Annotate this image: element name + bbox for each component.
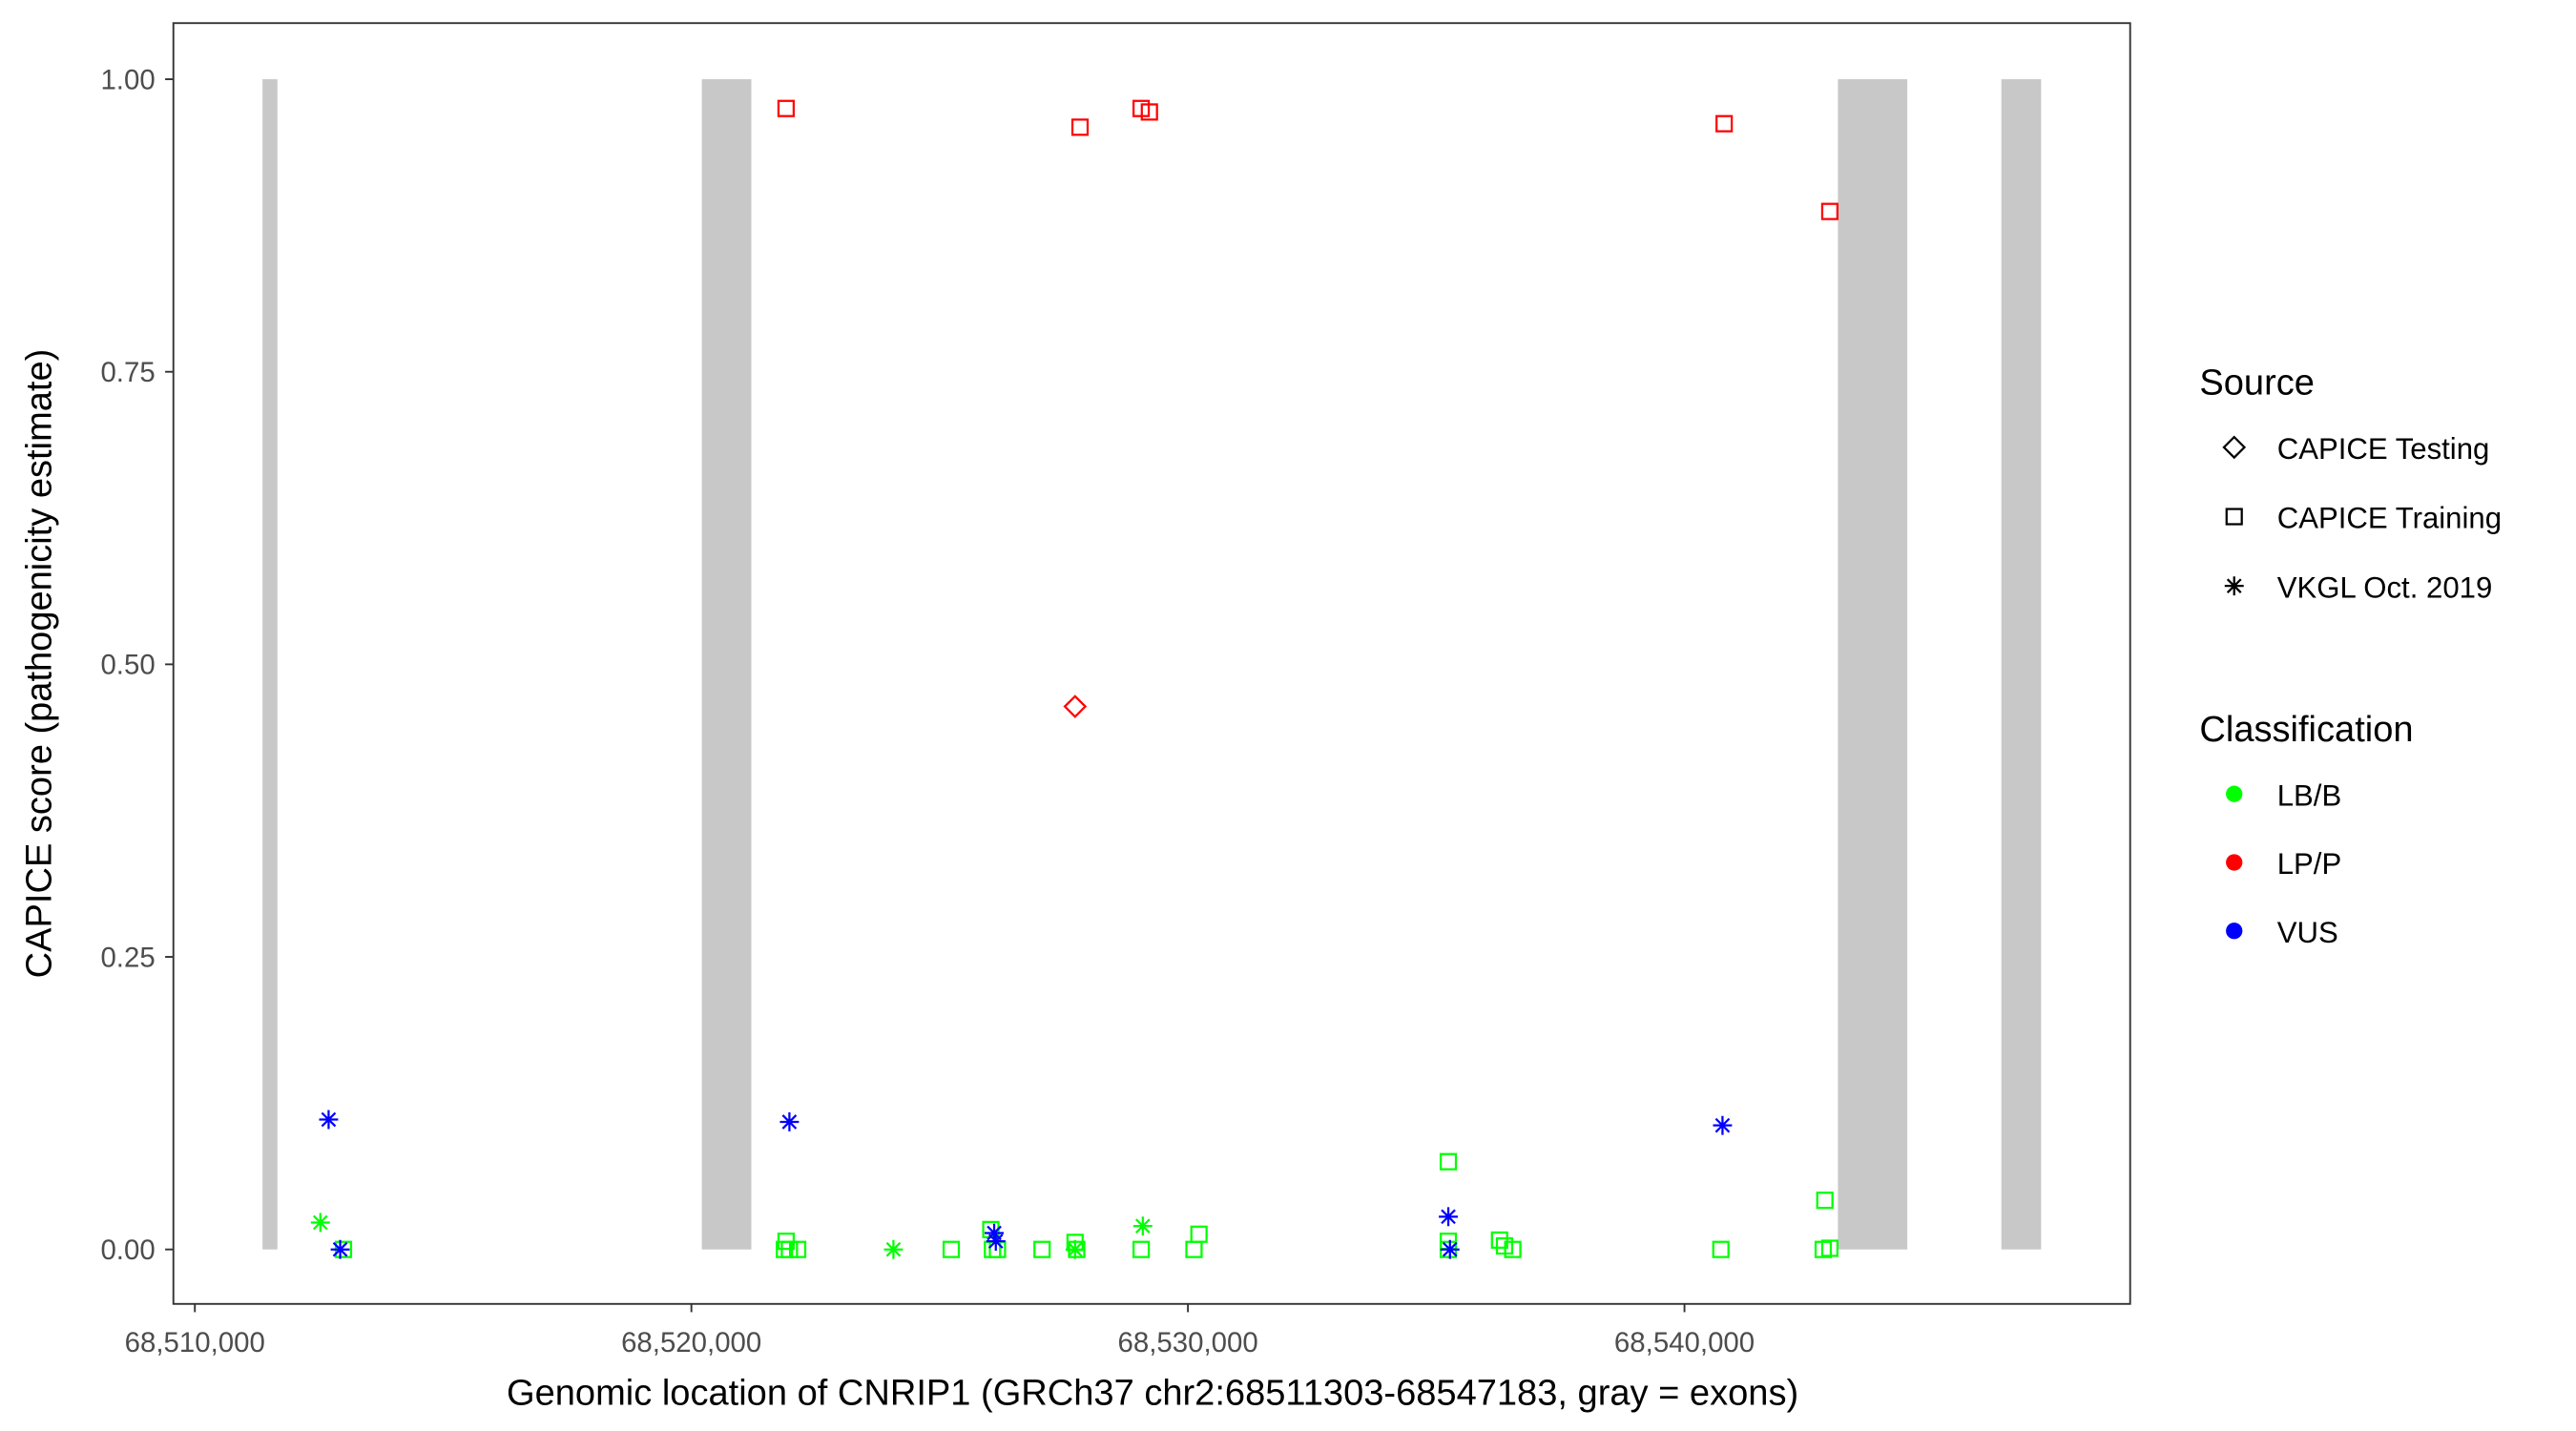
- y-tick-label: 0.00: [100, 1234, 155, 1266]
- x-tick-label: 68,510,000: [125, 1327, 265, 1358]
- legend-source-title: Source: [2199, 363, 2315, 404]
- data-point: [788, 1240, 807, 1258]
- legend-class-label: LB/B: [2277, 778, 2341, 812]
- x-tick-label: 68,530,000: [1118, 1327, 1258, 1358]
- dot-icon: [2226, 923, 2243, 940]
- plot-panel-background: [173, 23, 2130, 1304]
- data-points: [310, 99, 1839, 1259]
- x-tick-label: 68,540,000: [1614, 1327, 1755, 1358]
- data-point: [310, 1213, 330, 1233]
- data-point: [1713, 1115, 1733, 1135]
- data-point: [1820, 1239, 1839, 1257]
- data-point: [1140, 103, 1158, 121]
- data-point: [1439, 1207, 1458, 1227]
- y-axis: 0.00 0.25 0.50 0.75 1.00: [100, 64, 174, 1266]
- data-point: [1063, 695, 1088, 718]
- dot-icon: [2226, 854, 2243, 871]
- data-point: [1816, 1192, 1834, 1210]
- y-tick-label: 0.50: [100, 650, 155, 681]
- exon-band: [2001, 79, 2042, 1250]
- legend-class-label: LP/P: [2277, 847, 2341, 881]
- exon-band: [701, 79, 752, 1250]
- data-point: [1820, 202, 1839, 220]
- legend: Source CAPICE Testing CAPICE Training VKGL…: [2199, 363, 2502, 949]
- data-point: [883, 1239, 904, 1259]
- exon-bands: [262, 79, 2042, 1250]
- data-point: [985, 1223, 1004, 1243]
- data-point: [1439, 1152, 1458, 1171]
- legend-source-item: CAPICE Training: [2225, 502, 2502, 535]
- diamond-icon: [2222, 435, 2247, 460]
- y-axis-title: CAPICE score (pathogenicity estimate): [20, 349, 60, 979]
- legend-class-item: VUS: [2226, 916, 2338, 949]
- data-point: [1033, 1240, 1051, 1258]
- data-point: [1190, 1225, 1208, 1243]
- data-point: [1132, 1240, 1151, 1258]
- asterisk-icon: [2224, 576, 2244, 596]
- square-icon: [2225, 508, 2243, 526]
- x-axis: 68,510,000 68,520,000 68,530,000 68,540,000: [125, 1303, 1755, 1358]
- legend-class-item: LP/P: [2226, 847, 2341, 881]
- exon-band: [1838, 79, 1908, 1250]
- y-tick-label: 1.00: [100, 64, 155, 95]
- data-point: [1715, 114, 1734, 133]
- data-point: [1068, 1240, 1086, 1258]
- legend-source-label: CAPICE Testing: [2277, 432, 2490, 466]
- data-point: [1712, 1240, 1730, 1258]
- legend-source-label: VKGL Oct. 2019: [2277, 570, 2493, 604]
- data-point: [942, 1240, 961, 1258]
- data-point: [1490, 1231, 1508, 1249]
- data-point: [1070, 118, 1090, 136]
- legend-classification-title: Classification: [2199, 710, 2413, 750]
- legend-source-item: VKGL Oct. 2019: [2224, 570, 2493, 604]
- data-point: [1440, 1239, 1460, 1259]
- x-tick-label: 68,520,000: [621, 1327, 761, 1358]
- data-point: [1504, 1240, 1522, 1258]
- legend-source-label: CAPICE Training: [2277, 502, 2502, 535]
- dot-icon: [2226, 785, 2243, 802]
- exon-band: [262, 79, 278, 1250]
- data-point: [319, 1110, 339, 1130]
- legend-class-item: LB/B: [2226, 778, 2341, 812]
- data-point: [1132, 1216, 1153, 1236]
- y-tick-label: 0.25: [100, 942, 155, 973]
- data-point: [779, 1112, 800, 1131]
- legend-source-item: CAPICE Testing: [2222, 432, 2490, 466]
- legend-class-label: VUS: [2277, 916, 2338, 949]
- data-point: [986, 1232, 1006, 1252]
- x-axis-title: Genomic location of CNRIP1 (GRCh37 chr2:…: [507, 1373, 1798, 1413]
- data-point: [330, 1239, 350, 1259]
- y-tick-label: 0.75: [100, 357, 155, 388]
- data-point: [777, 99, 796, 117]
